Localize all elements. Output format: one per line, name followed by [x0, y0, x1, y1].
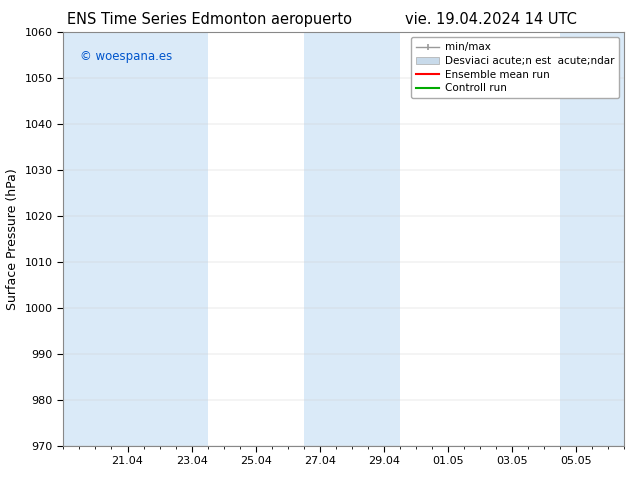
Bar	[304, 32, 400, 446]
Legend: min/max, Desviaci acute;n est  acute;ndar, Ensemble mean run, Controll run: min/max, Desviaci acute;n est acute;ndar…	[411, 37, 619, 98]
Text: vie. 19.04.2024 14 UTC: vie. 19.04.2024 14 UTC	[405, 12, 578, 27]
Bar	[560, 32, 624, 446]
Bar	[143, 32, 208, 446]
Y-axis label: Surface Pressure (hPa): Surface Pressure (hPa)	[6, 168, 19, 310]
Bar	[63, 32, 143, 446]
Text: © woespana.es: © woespana.es	[81, 50, 172, 64]
Text: ENS Time Series Edmonton aeropuerto: ENS Time Series Edmonton aeropuerto	[67, 12, 352, 27]
